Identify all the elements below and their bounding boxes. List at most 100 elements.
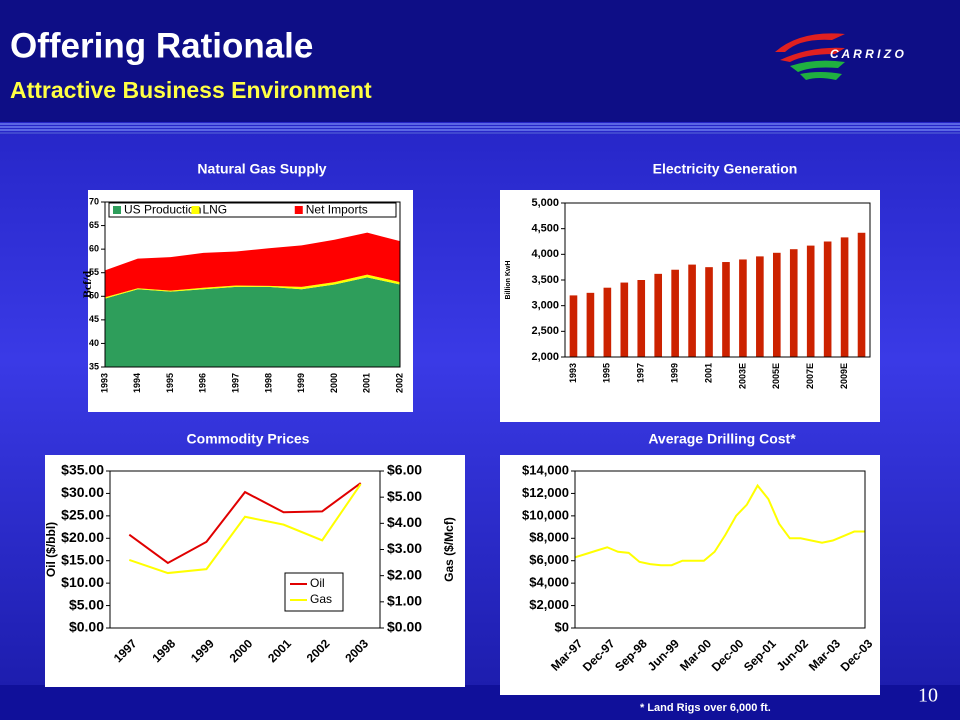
x-tick-label: 1993: [99, 373, 109, 393]
legend-swatch: [191, 206, 200, 214]
line: [574, 483, 865, 567]
title: Offering Rationale: [10, 26, 313, 65]
y2-tick-label: $5.00: [387, 488, 422, 504]
y-tick-label: $14,000: [522, 462, 569, 477]
x-tick-label: 2000: [329, 373, 339, 393]
y-tick-label: $0.00: [69, 619, 104, 635]
bar: [772, 252, 781, 357]
y-tick-label: 60: [89, 244, 99, 254]
x-tick-label: 1996: [198, 373, 208, 393]
bar: [722, 262, 730, 357]
header-band: [0, 0, 960, 122]
footnote: * Land Rigs over 6,000 ft.: [640, 702, 771, 714]
bar: [756, 256, 764, 357]
y-axis-label: Bcf/d: [80, 271, 94, 299]
y-tick-label: $35.00: [61, 462, 104, 478]
y-tick-label: 50: [89, 291, 99, 301]
bar: [705, 267, 713, 357]
x-tick-label: 2005E: [771, 363, 781, 389]
x-tick-label: 2001: [703, 363, 713, 383]
y-tick-label: $6,000: [529, 552, 569, 567]
legend-label: Oil: [310, 576, 325, 590]
chart-title: Natural Gas Supply: [197, 161, 326, 177]
y-tick-label: 3,500: [531, 274, 559, 286]
bar: [857, 232, 866, 357]
x-tick-label: 1994: [132, 373, 142, 393]
x-tick-label: 2003E: [737, 363, 747, 389]
y-tick-label: 4,000: [531, 248, 559, 260]
x-tick-label: 2009E: [839, 363, 849, 389]
chart-panel: [500, 455, 880, 695]
line: [128, 482, 362, 565]
y-tick-label: $12,000: [522, 485, 569, 500]
y-tick-label: 55: [89, 267, 99, 277]
y-tick-label: 2,500: [531, 325, 559, 337]
y2-tick-label: $0.00: [387, 619, 422, 635]
y-tick-label: $10,000: [522, 507, 569, 522]
legend-swatch: [294, 206, 303, 214]
area: [105, 232, 400, 298]
legend-box: [284, 572, 344, 612]
y-tick-label: 35: [89, 361, 99, 371]
y-tick-label: 2,000: [531, 351, 559, 363]
x-tick-label: 2007E: [805, 363, 815, 389]
bar: [739, 259, 747, 357]
y-tick-label: $20.00: [61, 529, 104, 545]
page-number: 10: [918, 685, 938, 707]
area: [105, 274, 400, 299]
y-tick-label: $5.00: [69, 596, 104, 612]
logo-swoosh: [775, 33, 845, 80]
x-tick-label: 1998: [263, 373, 273, 393]
line: [128, 483, 362, 575]
y2-tick-label: $2.00: [387, 566, 422, 582]
area: [105, 277, 400, 367]
plot-frame: [574, 470, 866, 629]
bar: [637, 280, 646, 357]
logo-text: C A R R I Z O: [830, 47, 904, 61]
bar: [806, 245, 815, 357]
y-tick-label: 3,000: [531, 300, 559, 312]
chart-panel: [45, 455, 465, 687]
x-tick-label: 1999: [296, 373, 306, 393]
plot-frame: [104, 201, 401, 368]
y-tick-label: 65: [89, 220, 99, 230]
bar: [789, 249, 798, 357]
y-tick-label: 5,000: [531, 197, 559, 209]
y-tick-label: $25.00: [61, 507, 104, 523]
x-tick-label: 1995: [602, 363, 612, 383]
x-tick-label: 1997: [636, 363, 646, 383]
y-tick-label: $4,000: [529, 575, 569, 590]
y2-axis-label: Gas ($/Mcf): [442, 517, 456, 582]
y-tick-label: 40: [89, 338, 99, 348]
x-tick-label: 1995: [165, 373, 175, 393]
subtitle: Attractive Business Environment: [10, 77, 372, 103]
bar: [654, 273, 663, 357]
bar: [840, 237, 849, 357]
y-axis-label: Oil ($/bbl): [44, 522, 58, 577]
x-tick-label: 2002: [394, 373, 404, 393]
legend-label: Net Imports: [306, 203, 368, 217]
bar: [688, 264, 696, 357]
legend-label: Gas: [310, 592, 332, 606]
y-tick-label: 45: [89, 314, 99, 324]
bar: [823, 241, 832, 357]
legend-swatch: [113, 206, 121, 214]
x-tick-label: 1993: [568, 363, 578, 383]
x-tick-label: 1997: [230, 373, 240, 393]
header-stripes: [0, 123, 960, 134]
y-tick-label: 4,500: [531, 223, 559, 235]
y-tick-label: $15.00: [61, 551, 104, 567]
chart-title: Commodity Prices: [187, 431, 310, 447]
bar: [671, 269, 679, 357]
legend-box: [108, 202, 397, 218]
y-tick-label: $30.00: [61, 484, 104, 500]
legend-label: US Production: [124, 203, 201, 217]
y-tick-label: $8,000: [529, 530, 569, 545]
chart-title: Electricity Generation: [653, 161, 798, 177]
y-axis-label: Billion KwH: [505, 261, 512, 300]
bar: [603, 287, 612, 357]
y-tick-label: 70: [89, 196, 99, 206]
y-tick-label: $10.00: [61, 574, 104, 590]
